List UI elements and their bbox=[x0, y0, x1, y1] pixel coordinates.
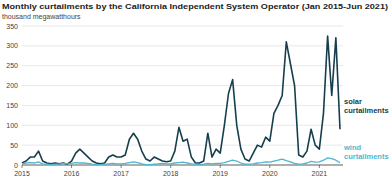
grid-line bbox=[22, 105, 343, 106]
grid-line bbox=[22, 65, 343, 66]
x-tick bbox=[170, 165, 171, 168]
y-tick-label: 100 bbox=[6, 122, 18, 129]
grid-line bbox=[22, 125, 343, 126]
series-label: windcurtailments bbox=[343, 143, 389, 161]
x-tick bbox=[269, 165, 270, 168]
subtitle: thousand megawatthours bbox=[2, 13, 81, 21]
series-label: solarcurtailments bbox=[344, 97, 389, 115]
x-tick-label: 2018 bbox=[163, 170, 179, 177]
y-tick-label: 150 bbox=[6, 102, 18, 109]
x-tick bbox=[121, 165, 122, 168]
series-line bbox=[22, 158, 340, 165]
y-tick-label: 350 bbox=[6, 23, 18, 30]
x-tick bbox=[22, 165, 23, 168]
series-label-part: curtailments bbox=[344, 106, 389, 115]
x-tick-label: 2021 bbox=[312, 170, 328, 177]
x-tick bbox=[319, 165, 320, 168]
series-label-part: curtailments bbox=[344, 152, 389, 161]
grid-line bbox=[22, 26, 343, 27]
x-tick-label: 2019 bbox=[212, 170, 228, 177]
title: Monthly curtailments by the California I… bbox=[2, 2, 388, 11]
y-tick-label: 0 bbox=[14, 162, 18, 169]
axis-line bbox=[22, 165, 343, 166]
x-tick-label: 2017 bbox=[113, 170, 129, 177]
x-tick-label: 2016 bbox=[64, 170, 80, 177]
grid-line bbox=[22, 45, 343, 46]
y-tick-label: 200 bbox=[6, 82, 18, 89]
chart: Monthly curtailments by the California I… bbox=[0, 0, 391, 180]
y-tick-label: 250 bbox=[6, 62, 18, 69]
x-tick-label: 2020 bbox=[262, 170, 278, 177]
y-tick-label: 300 bbox=[6, 42, 18, 49]
x-tick-label: 2015 bbox=[14, 170, 30, 177]
y-tick-label: 50 bbox=[10, 142, 18, 149]
plot-area bbox=[22, 36, 340, 165]
series-line bbox=[22, 36, 340, 164]
grid-line bbox=[22, 145, 343, 146]
x-tick bbox=[220, 165, 221, 168]
x-tick bbox=[71, 165, 72, 168]
